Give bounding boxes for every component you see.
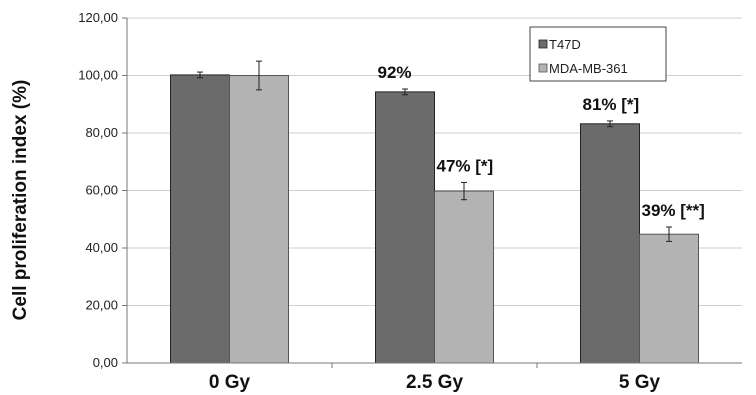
x-category-label: 2.5 Gy [406,372,463,393]
x-category-label: 0 Gy [209,372,251,393]
data-label: 92% [378,63,412,82]
legend: T47D MDA-MB-361 [529,26,667,82]
bar-mda-mb-361 [639,233,699,364]
y-tick-label: 40,00 [85,240,118,255]
data-labels: 92% 47% [*] 81% [*] 39% [**] [378,63,705,220]
bar-t47d [170,74,230,364]
y-tick-label: 0,00 [93,355,118,370]
legend-label-mda: MDA-MB-361 [549,61,628,76]
legend-swatch-mda [538,63,548,73]
bars [170,74,699,364]
legend-box [529,26,667,82]
y-tick-label: 60,00 [85,183,118,198]
bar-mda-mb-361 [229,75,289,364]
legend-label-t47d: T47D [549,37,581,52]
y-tick-label: 100,00 [78,68,118,83]
y-axis-ticks: 0,00 20,00 40,00 60,00 80,00 100,00 120,00 [78,10,127,370]
y-tick-label: 120,00 [78,10,118,25]
bar-mda-mb-361 [434,190,494,364]
x-category-label: 5 Gy [619,372,661,393]
y-axis-label: Cell proliferation index (%) [10,80,31,321]
y-tick-label: 80,00 [85,125,118,140]
bar-t47d [580,123,640,364]
legend-swatch-t47d [538,39,548,49]
y-tick-label: 20,00 [85,298,118,313]
data-label: 81% [*] [583,95,640,114]
error-bars [197,60,672,242]
data-label: 39% [**] [642,201,705,220]
x-axis-categories: 0 Gy 2.5 Gy 5 Gy [209,363,661,393]
bar-t47d [375,91,435,364]
data-label: 47% [*] [437,156,494,175]
